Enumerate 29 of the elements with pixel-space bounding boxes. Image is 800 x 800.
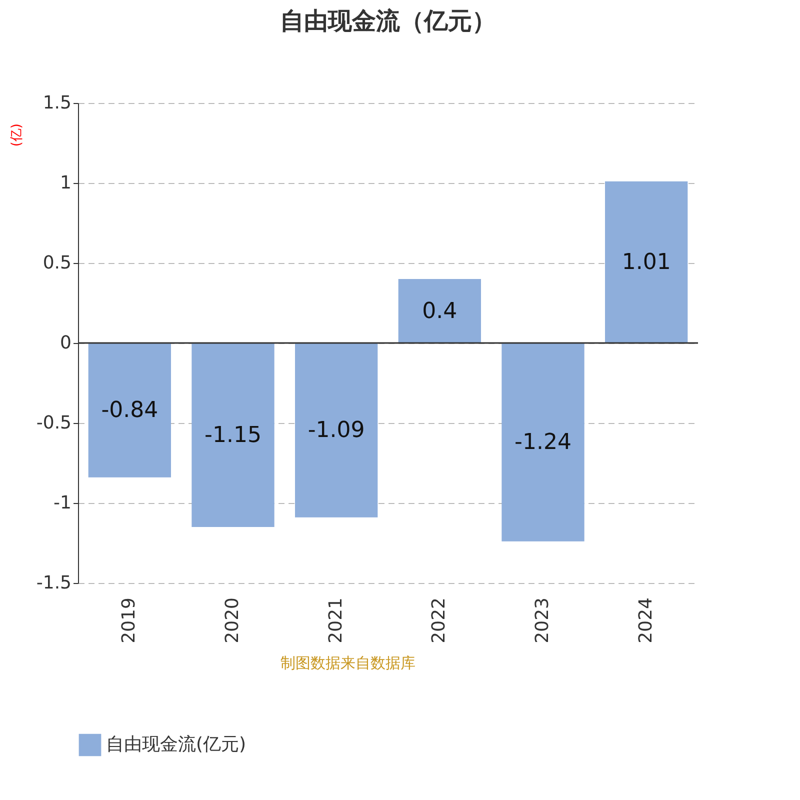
x-tick-label: 2021 [325,598,346,644]
x-tick-label: 2020 [222,598,243,644]
data-label: -1.09 [308,418,365,444]
bar [502,343,584,542]
x-tick-label: 2022 [428,598,450,644]
x-tick-label: 2019 [118,598,140,644]
y-tick-label: -1.5 [36,572,72,594]
y-tick-label: -0.5 [36,412,72,434]
text: 制图数据来自数据库 [280,654,416,672]
bar [398,279,481,343]
y-axis-title: (亿) [10,124,24,147]
bar [605,181,688,343]
x-tick-label: 2023 [532,598,553,644]
x-tick-label: 2024 [635,598,656,644]
bar [88,343,171,478]
y-tick-label: 0.5 [42,252,72,274]
chart-title: 自由现金流（亿元） [280,7,496,35]
bar [295,343,378,518]
data-label: 0.4 [422,299,458,324]
data-label: -1.24 [514,430,572,456]
y-tick-label: -1 [54,492,72,514]
data-label: -0.84 [101,398,158,424]
y-tick-label: 0 [60,332,72,354]
legend-label: 自由现金流(亿元) [106,734,246,755]
data-label: 1.01 [622,250,671,276]
data-label: -1.15 [204,423,262,448]
y-tick-label: 1 [60,172,72,194]
bar [192,343,274,527]
y-tick-label: 1.5 [42,92,72,114]
